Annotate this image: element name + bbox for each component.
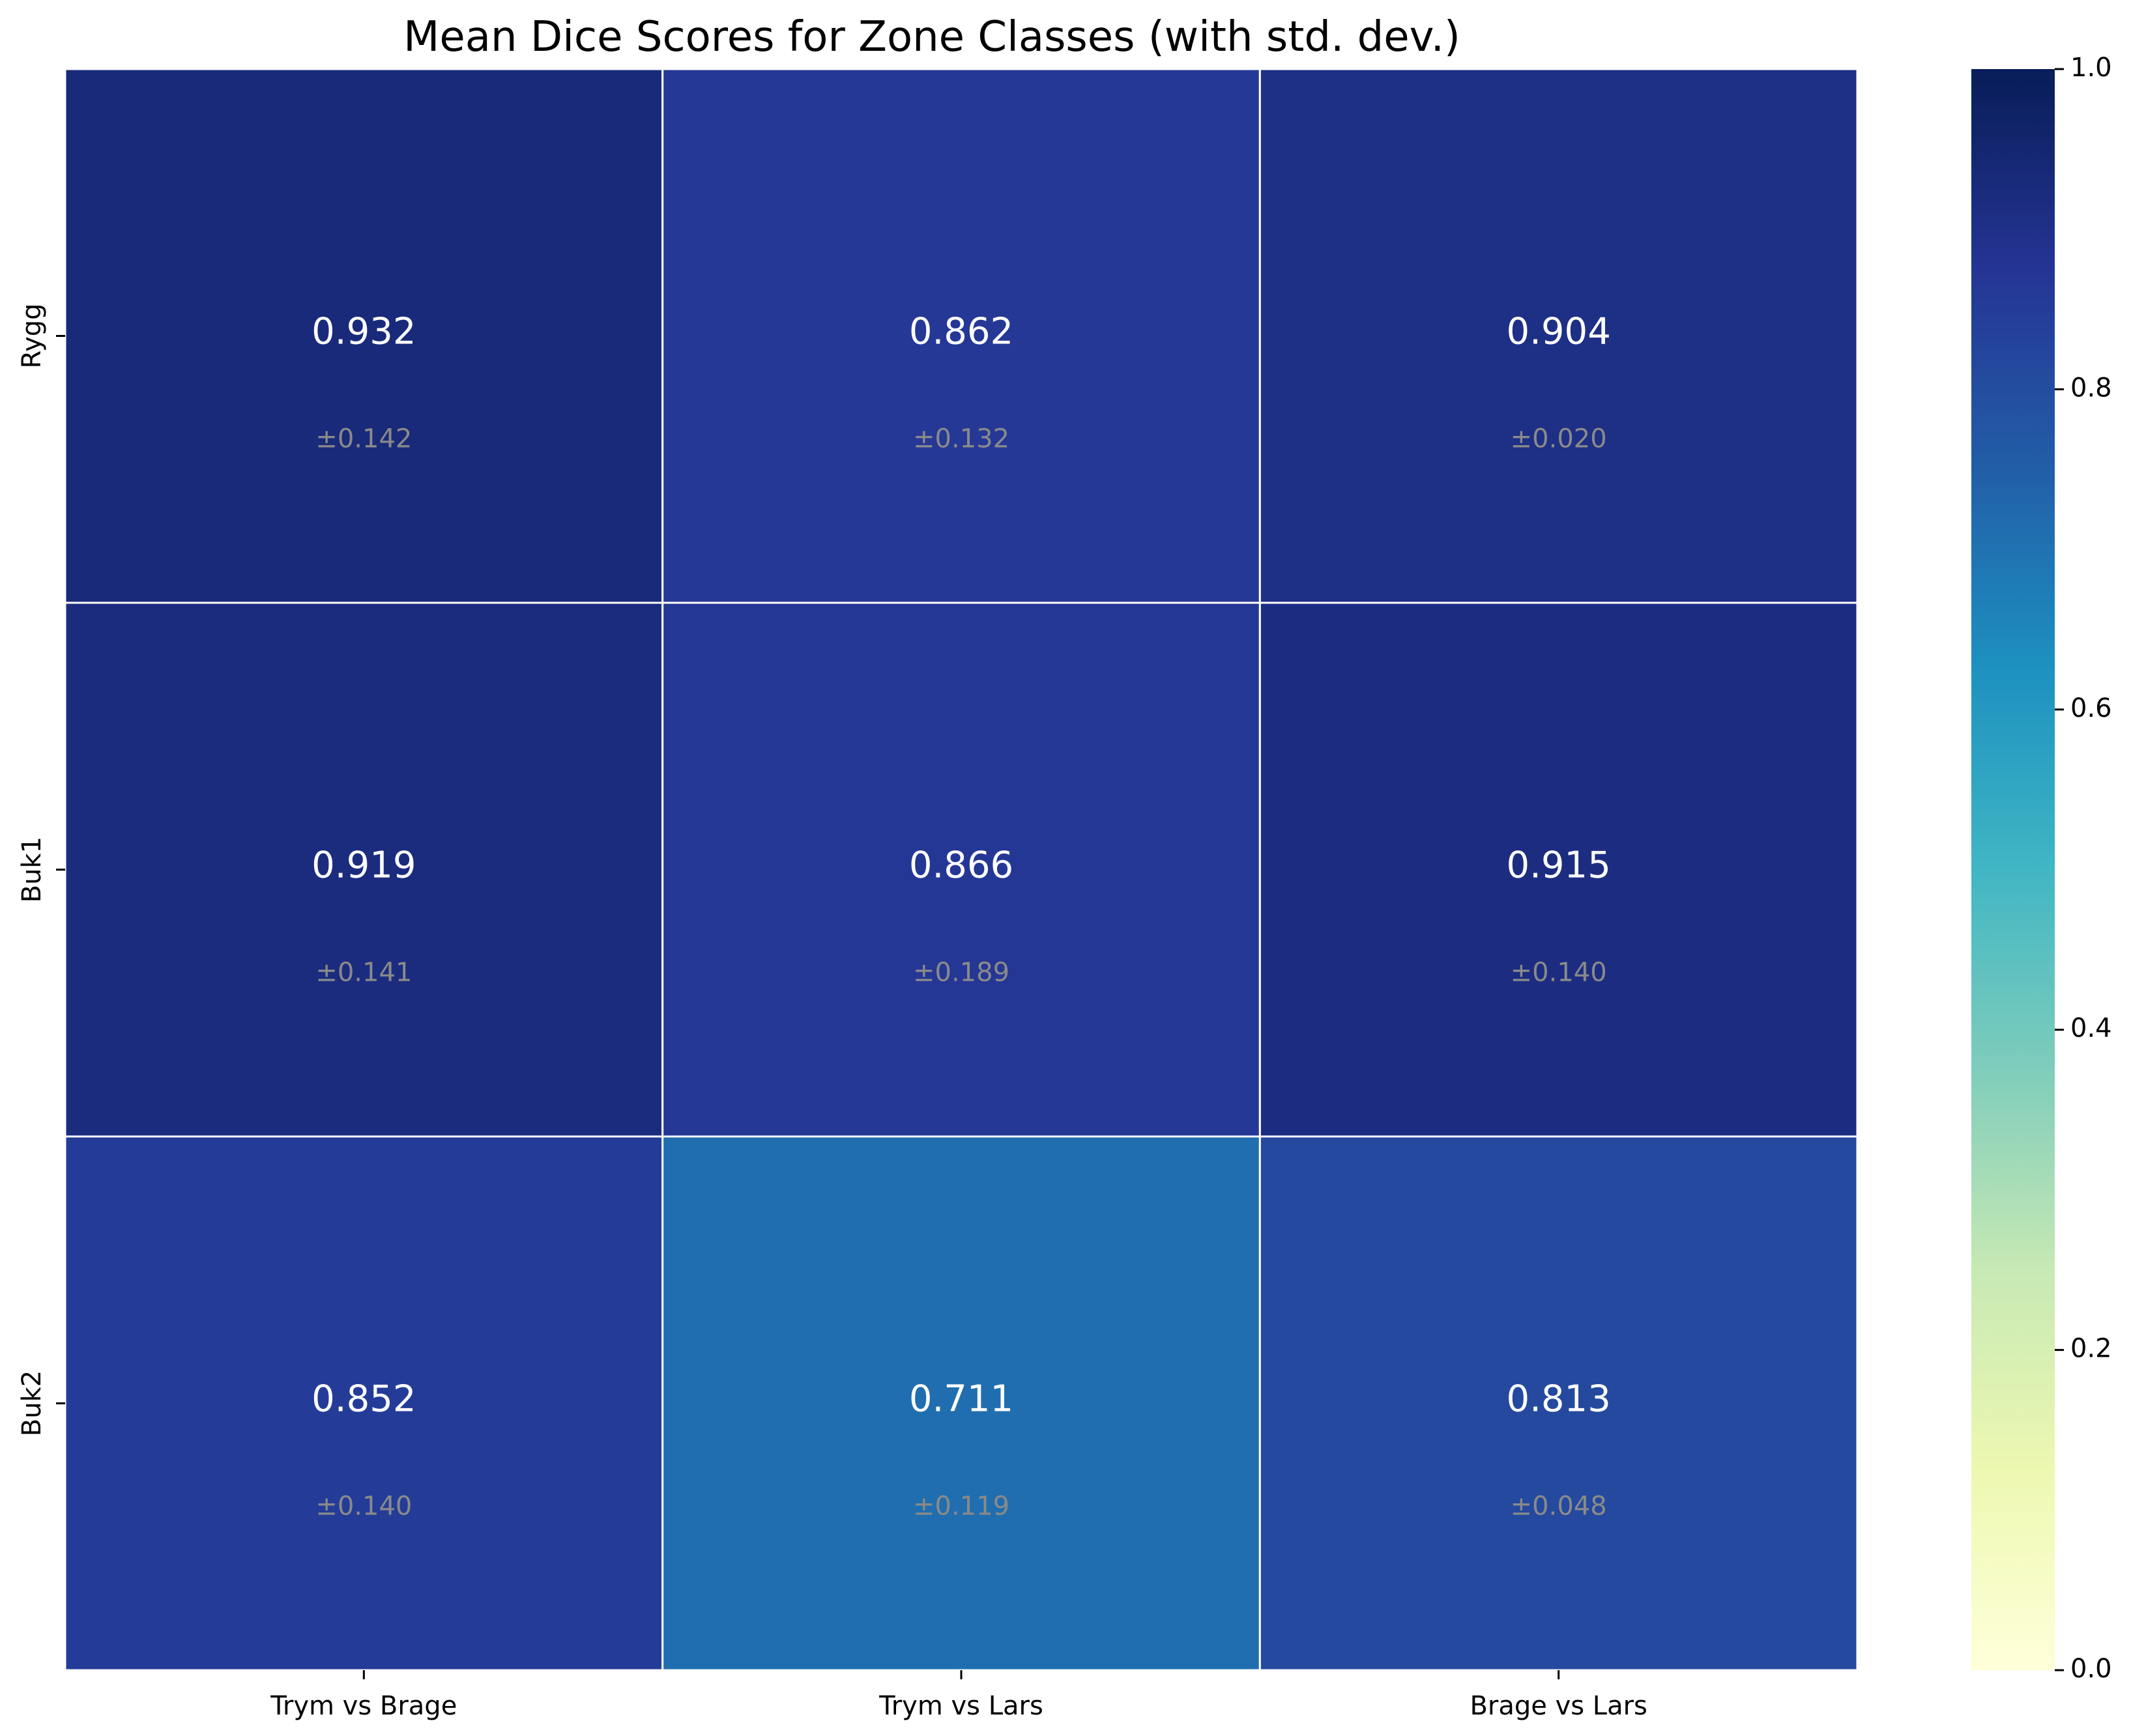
colorbar-tick-label: 0.0 — [2070, 1654, 2112, 1684]
chart-title: Mean Dice Scores for Zone Classes (with … — [403, 13, 1460, 61]
heatmap-cell — [64, 601, 664, 1138]
y-tick-label: Buk1 — [17, 837, 47, 903]
heatmap-cell — [661, 601, 1261, 1138]
cell-std-label: ±0.141 — [315, 958, 412, 988]
x-tick-label: Trym vs Lars — [878, 1691, 1043, 1721]
cell-value-label: 0.862 — [909, 311, 1013, 353]
heatmap-cell — [64, 1135, 664, 1671]
cell-std-label: ±0.132 — [913, 424, 1009, 454]
heatmap-cell — [1258, 601, 1859, 1138]
colorbar-tick-label: 0.4 — [2070, 1013, 2112, 1043]
cell-value-label: 0.919 — [312, 845, 416, 887]
cell-std-label: ±0.048 — [1511, 1492, 1607, 1522]
cell-std-label: ±0.189 — [913, 958, 1009, 988]
cell-value-label: 0.711 — [909, 1378, 1013, 1421]
cell-std-label: ±0.119 — [913, 1492, 1009, 1522]
cell-value-label: 0.932 — [312, 311, 416, 353]
cell-value-label: 0.904 — [1507, 311, 1611, 353]
colorbar-gradient — [1971, 69, 2055, 1670]
cell-std-label: ±0.142 — [315, 424, 412, 454]
y-tick-label: Rygg — [17, 303, 47, 368]
heatmap-cell — [661, 1135, 1261, 1671]
colorbar-tick-label: 0.6 — [2070, 693, 2112, 723]
colorbar-tick-label: 0.2 — [2070, 1334, 2112, 1364]
x-tick-label: Trym vs Brage — [270, 1691, 457, 1721]
heatmap-cells: 0.932 ±0.142 0.862 ±0.132 0.904 ±0.020 0.919 ±0… — [64, 68, 1859, 1671]
x-tick-label: Brage vs Lars — [1470, 1691, 1647, 1721]
colorbar: 0.0 0.2 0.4 0.6 0.8 1.0 — [1971, 53, 2112, 1684]
heatmap-cell — [64, 68, 664, 604]
cell-std-label: ±0.020 — [1511, 424, 1607, 454]
cell-value-label: 0.866 — [909, 845, 1013, 887]
cell-value-label: 0.915 — [1507, 845, 1611, 887]
y-tick-label: Buk2 — [17, 1370, 47, 1436]
y-axis: Rygg Buk1 Buk2 — [17, 303, 65, 1436]
heatmap-cell — [1258, 68, 1859, 604]
cell-value-label: 0.852 — [312, 1378, 416, 1421]
heatmap-cell — [661, 68, 1261, 604]
colorbar-tick-label: 1.0 — [2070, 53, 2112, 83]
cell-value-label: 0.813 — [1507, 1378, 1611, 1421]
cell-std-label: ±0.140 — [315, 1492, 412, 1522]
cell-std-label: ±0.140 — [1511, 958, 1607, 988]
x-axis: Trym vs Brage Trym vs Lars Brage vs Lars — [270, 1670, 1647, 1721]
colorbar-tick-label: 0.8 — [2070, 373, 2112, 403]
